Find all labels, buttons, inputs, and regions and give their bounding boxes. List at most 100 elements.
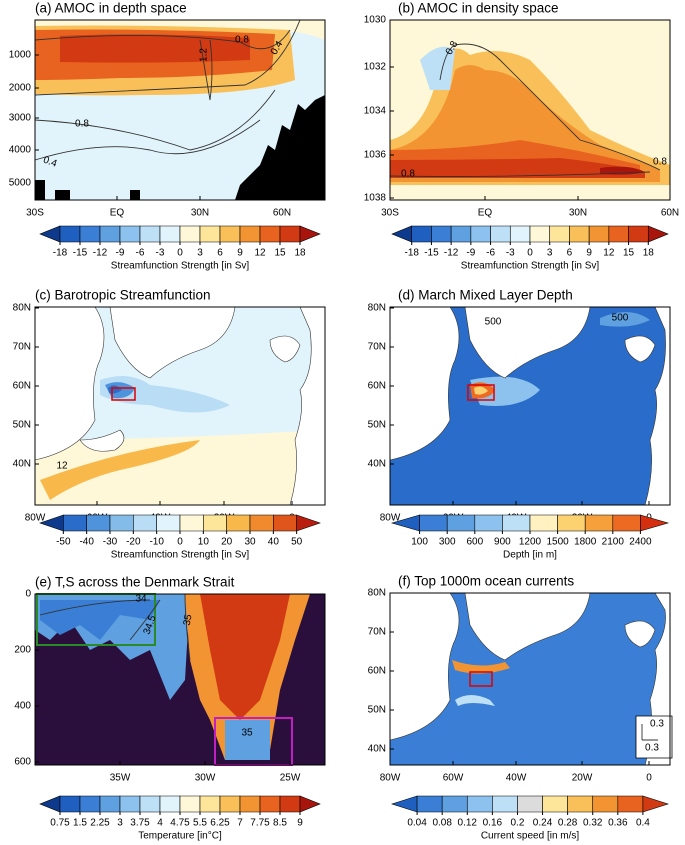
y-tick-label: 80N — [368, 588, 386, 599]
y-tick-label: 70N — [13, 342, 31, 353]
colorbar-swatch — [492, 795, 518, 813]
colorbar-tick-label: 7 — [237, 818, 243, 829]
colorbar-swatch — [529, 225, 551, 243]
colorbar-tick-label: -15 — [73, 248, 88, 259]
contour-label: 0.8 — [401, 169, 415, 180]
colorbar-tick-label: 12 — [603, 248, 615, 259]
contour — [34, 119, 261, 161]
field — [390, 593, 670, 765]
x-tick-label: 35W — [110, 773, 131, 784]
x-tick-label: 80W — [380, 513, 401, 524]
colorbar-tick-label: 6 — [217, 248, 223, 259]
colorbar-swatch — [441, 795, 468, 813]
land — [624, 306, 671, 506]
y-tick-label: 1030 — [364, 15, 387, 26]
land — [109, 306, 236, 379]
y-tick-label: 50N — [13, 420, 31, 431]
colorbar-swatch — [203, 514, 227, 532]
contour-label: 35 — [241, 728, 253, 739]
colorbar-swatch — [199, 795, 221, 813]
y-tick-label: 50N — [368, 420, 386, 431]
y-tick-label: 1000 — [9, 50, 32, 61]
colorbar-swatch — [446, 514, 476, 532]
colorbar-tick-label: 0 — [177, 248, 183, 259]
contour — [34, 89, 276, 151]
colorbar-tick-label: 8.5 — [273, 818, 287, 829]
x-tick-label: 30S — [381, 208, 399, 219]
colorbar-tick-label: 0 — [527, 248, 533, 259]
field — [40, 440, 200, 500]
plot-frame — [389, 19, 671, 201]
colorbar-tick-label: -15 — [424, 248, 439, 259]
contour-label: 0.3 — [650, 719, 664, 730]
colorbar-swatch — [416, 795, 443, 813]
colorbar-swatch — [63, 514, 87, 532]
contour-label: 0.8 — [653, 157, 667, 168]
colorbar-swatch — [239, 795, 261, 813]
x-tick-label: 40W — [506, 773, 527, 784]
bathymetry — [235, 95, 325, 200]
colorbar-swatch — [588, 225, 610, 243]
contour — [39, 599, 151, 616]
plot-frame — [34, 593, 326, 766]
colorbar-tick-label: -30 — [103, 537, 118, 548]
field — [474, 386, 488, 395]
panel-title: (a) AMOC in depth space — [35, 1, 187, 16]
colorbar-swatch — [109, 514, 134, 532]
field — [100, 376, 230, 413]
colorbar-tick-label: -9 — [116, 248, 125, 259]
colorbar-tick-label: 0.12 — [458, 818, 478, 829]
colorbar-swatch — [470, 225, 491, 243]
bathymetry — [35, 180, 140, 200]
x-tick-label: 25W — [280, 773, 301, 784]
colorbar-swatch — [86, 514, 111, 532]
plot-frame — [389, 592, 671, 766]
colorbar-label: Depth [in m] — [503, 550, 557, 561]
colorbar-label: Streamfunction Strength [in Sv] — [461, 261, 600, 272]
colorbar-tick-label: 30 — [244, 537, 256, 548]
land — [269, 306, 326, 506]
y-tick-label: 40N — [13, 459, 31, 470]
colorbar-swatch — [179, 514, 204, 532]
colorbar-swatch — [179, 225, 201, 243]
colorbar-tick-label: 7.75 — [250, 818, 270, 829]
colorbar-swatch — [640, 514, 670, 532]
contour-label: 35 — [182, 613, 195, 626]
colorbar-tick-label: -10 — [149, 537, 164, 548]
field — [452, 660, 510, 674]
y-tick-label: 70N — [368, 342, 386, 353]
colorbar-swatch — [299, 795, 321, 813]
panel-title: (f) Top 1000m ocean currents — [398, 574, 574, 589]
colorbar-swatch — [647, 225, 669, 243]
colorbar-swatch — [239, 225, 261, 243]
colorbar-tick-label: 18 — [294, 248, 306, 259]
colorbar-swatch — [431, 225, 452, 243]
colorbar-swatch — [466, 795, 493, 813]
colorbar-swatch — [119, 225, 141, 243]
colorbar-tick-label: 6.25 — [210, 818, 230, 829]
x-tick-label: 60N — [661, 208, 679, 219]
region-box — [467, 384, 495, 401]
colorbar-label: Streamfunction Strength [in Sv] — [111, 550, 250, 561]
colorbar-tick-label: 300 — [439, 537, 456, 548]
colorbar-swatch — [59, 795, 81, 813]
y-tick-label: 1038 — [364, 193, 387, 204]
contour — [34, 19, 301, 96]
colorbar-tick-label: 0.24 — [533, 818, 553, 829]
colorbar-swatch — [557, 514, 586, 532]
colorbar-tick-label: 0.36 — [608, 818, 628, 829]
colorbar-swatch — [569, 225, 590, 243]
y-tick-label: 80N — [13, 303, 31, 314]
colorbar-swatch — [159, 225, 181, 243]
colorbar-tick-label: 0.75 — [50, 818, 70, 829]
field — [40, 600, 160, 640]
colorbar-tick-label: 3.75 — [130, 818, 150, 829]
colorbar-tick-label: 9 — [586, 248, 592, 259]
colorbar-swatch — [529, 514, 558, 532]
colorbar-swatch — [509, 225, 531, 243]
colorbar-tick-label: -6 — [486, 248, 495, 259]
colorbar-tick-label: 0.4 — [636, 818, 650, 829]
field — [390, 158, 645, 178]
colorbar-tick-label: -18 — [53, 248, 68, 259]
y-tick-label: 600 — [14, 757, 31, 768]
